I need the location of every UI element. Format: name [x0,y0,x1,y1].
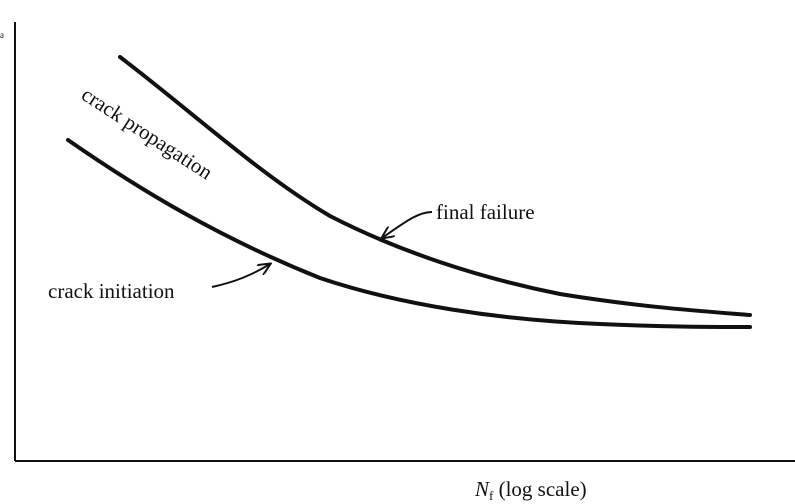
x-axis-subscript: f [489,488,494,503]
crack-propagation-label: crack propagation [77,82,217,185]
x-axis-suffix: (log scale) [493,477,586,501]
final-failure-label: final failure [436,200,535,224]
final-failure-arrow [382,211,433,238]
y-axis-label-fragment: a [0,30,4,40]
x-axis-label: Nf (log scale) [474,477,587,503]
crack-initiation-curve [66,138,752,329]
x-axis-symbol: N [474,477,490,501]
final-failure-curve [118,55,752,317]
crack-initiation-arrow [211,264,270,288]
crack-initiation-label: crack initiation [48,279,175,303]
